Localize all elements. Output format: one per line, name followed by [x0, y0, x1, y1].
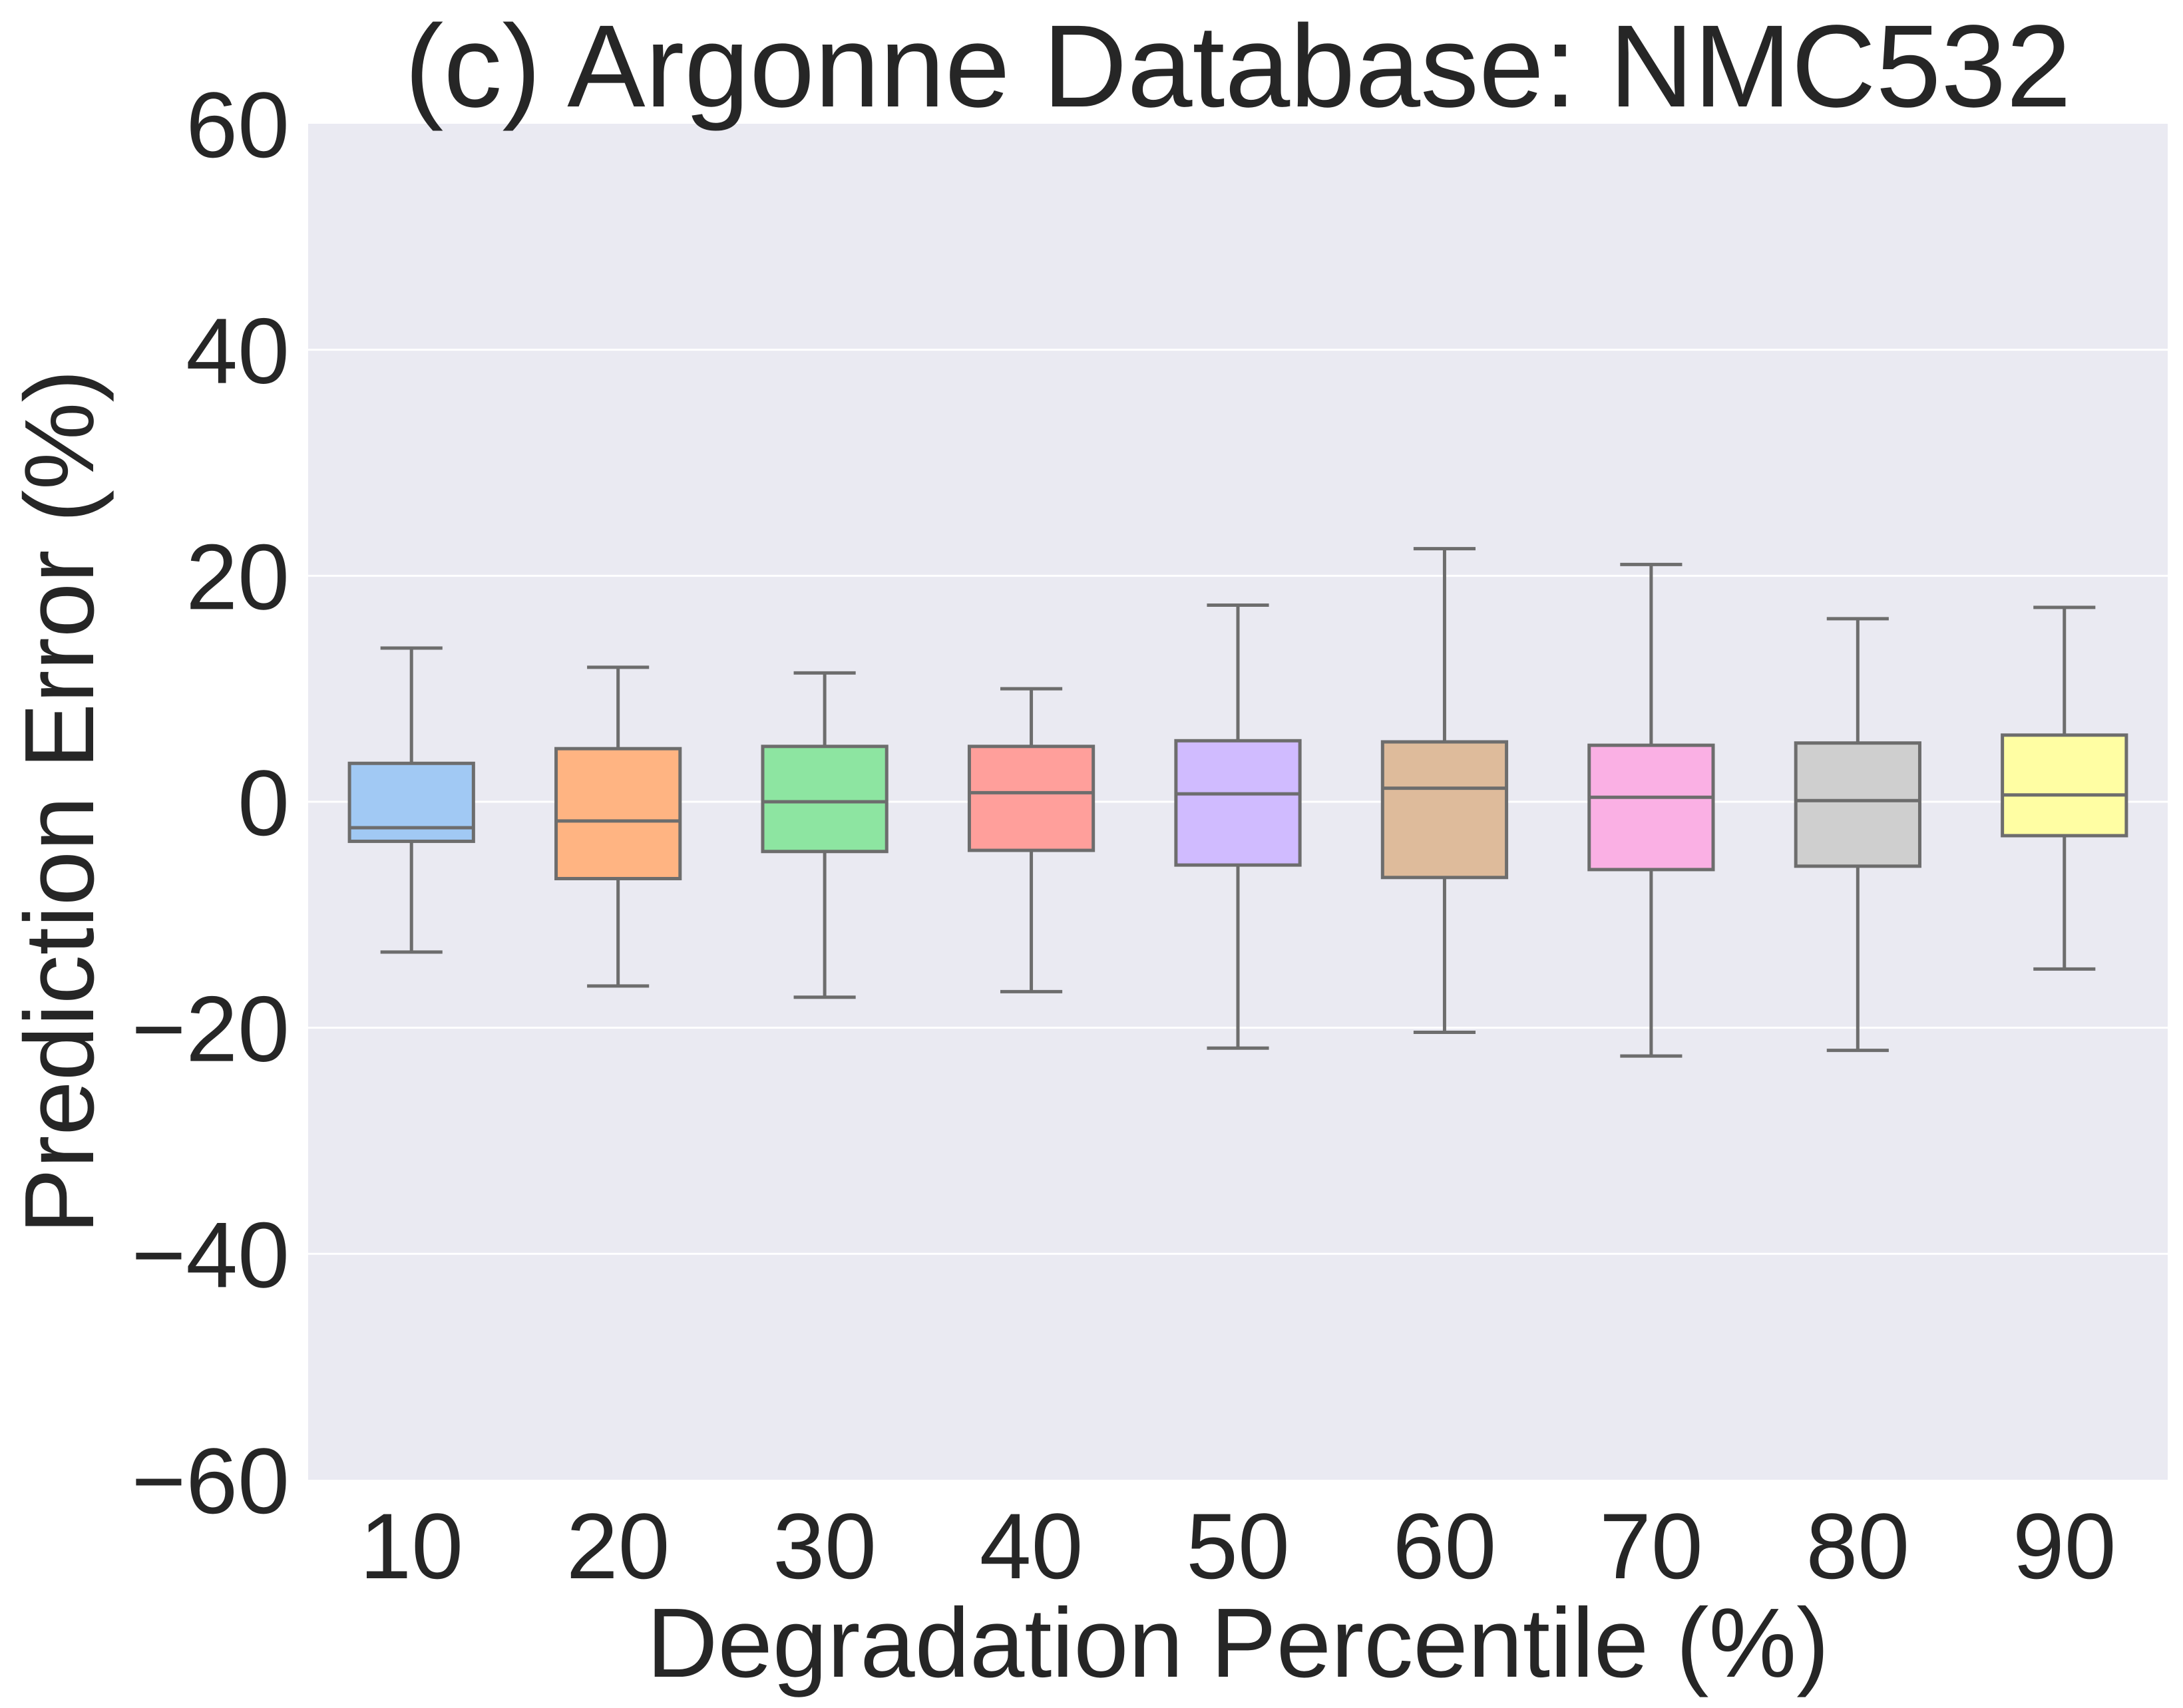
box-iqr	[2001, 733, 2128, 838]
y-tick-label: −20	[132, 977, 290, 1081]
box-iqr	[1380, 740, 1509, 880]
box-iqr	[1587, 743, 1715, 872]
y-tick-label: 60	[186, 73, 290, 177]
x-tick-label: 50	[1186, 1494, 1290, 1598]
x-axis-ticks: 10 20 30 40 50 60 70 80 90	[359, 1494, 2116, 1598]
box-60	[1380, 547, 1509, 1034]
box-series	[347, 547, 2128, 1058]
box-20	[554, 665, 682, 988]
y-tick-label: 20	[186, 524, 290, 629]
y-tick-label: −40	[132, 1202, 290, 1307]
box-80	[1794, 617, 1921, 1053]
box-70	[1587, 562, 1715, 1058]
box-30	[761, 671, 889, 999]
x-tick-label: 30	[773, 1494, 877, 1598]
box-iqr	[554, 747, 682, 880]
box-40	[967, 687, 1095, 993]
x-tick-label: 90	[2013, 1494, 2116, 1598]
x-axis-label: Degradation Percentile (%)	[647, 1588, 1830, 1698]
box-iqr	[1174, 739, 1302, 867]
y-axis-label: Prediction Error (%)	[5, 369, 114, 1234]
x-tick-label: 70	[1599, 1494, 1703, 1598]
box-50	[1174, 603, 1302, 1050]
y-axis-ticks: 60 40 20 0 −20 −40 −60	[132, 73, 290, 1533]
x-tick-label: 60	[1393, 1494, 1497, 1598]
y-tick-label: −60	[132, 1429, 290, 1533]
x-tick-label: 80	[1806, 1494, 1909, 1598]
box-90	[2001, 605, 2128, 971]
y-tick-label: 40	[186, 299, 290, 403]
chart-title: (c) Argonne Database: NMC532	[405, 1, 2071, 132]
box-iqr	[347, 761, 475, 843]
x-tick-label: 40	[980, 1494, 1084, 1598]
box-iqr	[761, 745, 889, 854]
box-iqr	[1794, 741, 1921, 868]
x-tick-label: 10	[359, 1494, 463, 1598]
box-iqr	[967, 745, 1095, 852]
x-tick-label: 20	[566, 1494, 670, 1598]
box-10	[347, 646, 475, 954]
y-tick-label: 0	[238, 751, 290, 855]
